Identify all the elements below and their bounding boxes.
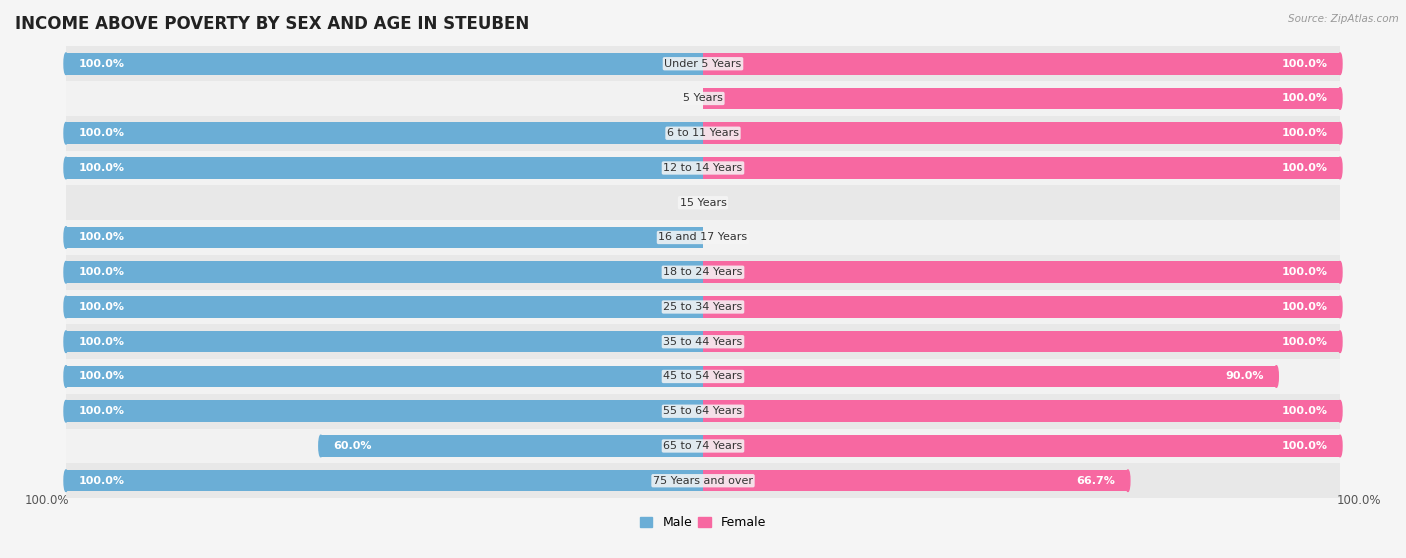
Bar bbox=[66, 81, 1340, 116]
Bar bbox=[66, 401, 703, 422]
Bar bbox=[703, 53, 1340, 75]
Circle shape bbox=[1339, 331, 1341, 353]
Bar bbox=[703, 296, 1340, 318]
Circle shape bbox=[1339, 296, 1341, 318]
Circle shape bbox=[1339, 262, 1341, 283]
Bar bbox=[66, 151, 1340, 185]
Bar bbox=[66, 157, 703, 179]
Circle shape bbox=[65, 365, 67, 387]
Circle shape bbox=[65, 227, 67, 248]
Circle shape bbox=[65, 331, 67, 353]
Bar bbox=[66, 290, 1340, 324]
Text: 75 Years and over: 75 Years and over bbox=[652, 476, 754, 485]
Bar bbox=[703, 88, 1340, 109]
Text: 100.0%: 100.0% bbox=[1281, 336, 1327, 347]
Legend: Male, Female: Male, Female bbox=[636, 511, 770, 535]
Text: 100.0%: 100.0% bbox=[79, 406, 125, 416]
Text: 66.7%: 66.7% bbox=[1076, 476, 1115, 485]
Text: 100.0%: 100.0% bbox=[79, 336, 125, 347]
Circle shape bbox=[1339, 122, 1341, 144]
Bar bbox=[66, 296, 703, 318]
Text: 100.0%: 100.0% bbox=[79, 476, 125, 485]
Circle shape bbox=[1339, 53, 1341, 75]
Bar bbox=[66, 359, 1340, 394]
Text: 6 to 11 Years: 6 to 11 Years bbox=[666, 128, 740, 138]
Circle shape bbox=[319, 435, 323, 457]
Bar bbox=[66, 470, 703, 492]
Text: 100.0%: 100.0% bbox=[1337, 494, 1382, 507]
Text: 100.0%: 100.0% bbox=[79, 233, 125, 243]
Text: 100.0%: 100.0% bbox=[1281, 59, 1327, 69]
Bar bbox=[703, 401, 1340, 422]
Text: 16 and 17 Years: 16 and 17 Years bbox=[658, 233, 748, 243]
Text: 45 to 54 Years: 45 to 54 Years bbox=[664, 372, 742, 382]
Circle shape bbox=[65, 262, 67, 283]
Bar bbox=[66, 324, 1340, 359]
Bar bbox=[66, 331, 703, 353]
Circle shape bbox=[1339, 401, 1341, 422]
Bar bbox=[66, 185, 1340, 220]
Text: Source: ZipAtlas.com: Source: ZipAtlas.com bbox=[1288, 14, 1399, 24]
Text: 100.0%: 100.0% bbox=[1281, 94, 1327, 103]
Bar bbox=[703, 331, 1340, 353]
Text: 100.0%: 100.0% bbox=[79, 372, 125, 382]
Bar bbox=[66, 46, 1340, 81]
Text: INCOME ABOVE POVERTY BY SEX AND AGE IN STEUBEN: INCOME ABOVE POVERTY BY SEX AND AGE IN S… bbox=[15, 15, 529, 33]
Text: 100.0%: 100.0% bbox=[1281, 163, 1327, 173]
Text: Under 5 Years: Under 5 Years bbox=[665, 59, 741, 69]
Circle shape bbox=[65, 401, 67, 422]
Circle shape bbox=[65, 296, 67, 318]
Text: 18 to 24 Years: 18 to 24 Years bbox=[664, 267, 742, 277]
Text: 100.0%: 100.0% bbox=[1281, 441, 1327, 451]
Circle shape bbox=[1339, 435, 1341, 457]
Bar bbox=[66, 394, 1340, 429]
Text: 25 to 34 Years: 25 to 34 Years bbox=[664, 302, 742, 312]
Bar bbox=[321, 435, 703, 457]
Text: 100.0%: 100.0% bbox=[79, 302, 125, 312]
Bar bbox=[66, 255, 1340, 290]
Bar bbox=[66, 122, 703, 144]
Bar bbox=[703, 262, 1340, 283]
Circle shape bbox=[1339, 157, 1341, 179]
Bar bbox=[66, 463, 1340, 498]
Text: 100.0%: 100.0% bbox=[24, 494, 69, 507]
Bar bbox=[703, 470, 1128, 492]
Text: 100.0%: 100.0% bbox=[79, 163, 125, 173]
Text: 100.0%: 100.0% bbox=[79, 267, 125, 277]
Circle shape bbox=[65, 470, 67, 492]
Text: 100.0%: 100.0% bbox=[1281, 302, 1327, 312]
Text: 90.0%: 90.0% bbox=[1225, 372, 1264, 382]
Text: 60.0%: 60.0% bbox=[333, 441, 373, 451]
Bar bbox=[66, 53, 703, 75]
Bar bbox=[66, 116, 1340, 151]
Text: 100.0%: 100.0% bbox=[79, 128, 125, 138]
Text: 100.0%: 100.0% bbox=[1281, 406, 1327, 416]
Bar bbox=[703, 157, 1340, 179]
Text: 15 Years: 15 Years bbox=[679, 198, 727, 208]
Text: 100.0%: 100.0% bbox=[1281, 267, 1327, 277]
Text: 35 to 44 Years: 35 to 44 Years bbox=[664, 336, 742, 347]
Bar bbox=[66, 365, 703, 387]
Circle shape bbox=[65, 157, 67, 179]
Text: 55 to 64 Years: 55 to 64 Years bbox=[664, 406, 742, 416]
Circle shape bbox=[1274, 365, 1278, 387]
Bar bbox=[66, 227, 703, 248]
Circle shape bbox=[65, 53, 67, 75]
Circle shape bbox=[1126, 470, 1130, 492]
Text: 100.0%: 100.0% bbox=[79, 59, 125, 69]
Bar bbox=[66, 429, 1340, 463]
Text: 5 Years: 5 Years bbox=[683, 94, 723, 103]
Bar bbox=[703, 122, 1340, 144]
Bar bbox=[703, 435, 1340, 457]
Circle shape bbox=[65, 122, 67, 144]
Text: 12 to 14 Years: 12 to 14 Years bbox=[664, 163, 742, 173]
Bar bbox=[703, 365, 1277, 387]
Bar bbox=[66, 220, 1340, 255]
Bar bbox=[66, 262, 703, 283]
Circle shape bbox=[1339, 88, 1341, 109]
Text: 65 to 74 Years: 65 to 74 Years bbox=[664, 441, 742, 451]
Text: 100.0%: 100.0% bbox=[1281, 128, 1327, 138]
